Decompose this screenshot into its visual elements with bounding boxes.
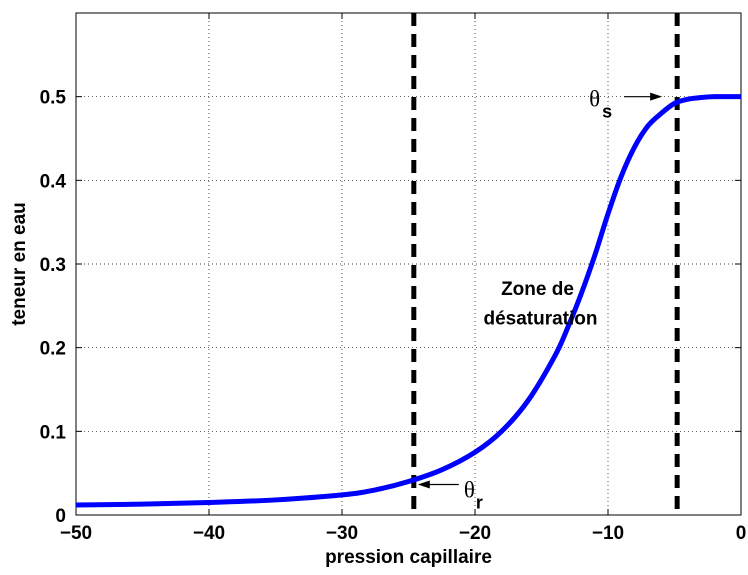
theta-r-annotation: θ r [417, 478, 483, 513]
theta-s-subscript: s [602, 102, 612, 122]
theta-r-symbol: θ [464, 478, 475, 503]
x-tick-label: −50 [60, 523, 92, 544]
zone-label-line1: Zone de [501, 279, 574, 300]
ticks [75, 13, 742, 516]
vertical-lines [411, 13, 680, 515]
x-axis-label: pression capillaire [325, 547, 492, 568]
series-line [75, 94, 741, 508]
x-tick-label: 0 [736, 523, 747, 544]
y-axis-label: teneur en eau [9, 202, 30, 326]
theta-s-annotation: θ s [589, 87, 663, 122]
x-tick-label: −20 [459, 523, 491, 544]
theta-s-symbol: θ [589, 87, 600, 112]
grid [76, 13, 741, 515]
y-tick-label: 0.2 [40, 339, 66, 360]
x-tick-label: −10 [592, 523, 624, 544]
y-tick-label: 0.3 [40, 255, 66, 276]
theta-s-arrowhead [650, 92, 663, 101]
zone-label-line2: désaturation [483, 308, 597, 329]
x-tick-label: −40 [193, 523, 225, 544]
x-tick-labels: −50 −40 −30 −20 −10 0 [60, 523, 746, 544]
y-tick-labels: 0 0.1 0.2 0.3 0.4 0.5 [40, 88, 67, 527]
y-tick-label: 0 [55, 506, 66, 527]
y-tick-label: 0.4 [40, 171, 67, 192]
y-tick-label: 0.1 [40, 422, 67, 443]
x-tick-label: −30 [326, 523, 358, 544]
theta-r-arrowhead [417, 480, 430, 489]
theta-r-subscript: r [476, 493, 483, 513]
series [75, 94, 741, 508]
y-tick-label: 0.5 [40, 88, 67, 109]
